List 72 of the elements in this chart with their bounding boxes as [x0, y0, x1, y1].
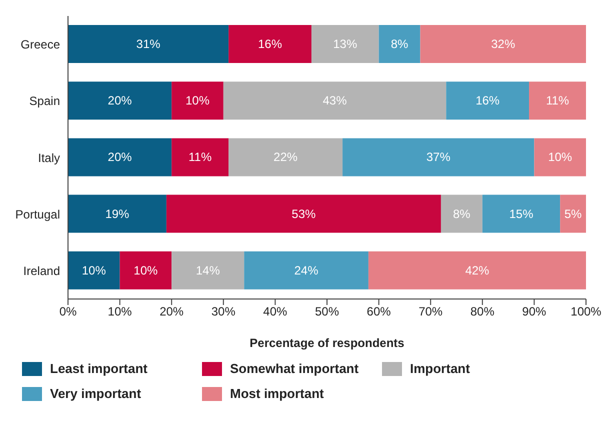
data-label: 16% — [258, 37, 282, 51]
bar — [228, 25, 312, 63]
bar — [482, 194, 560, 233]
x-tick-label: 100% — [570, 304, 602, 319]
bar — [446, 82, 530, 120]
data-label: 43% — [322, 94, 348, 108]
data-label: 19% — [105, 206, 130, 221]
x-tick-label: 50% — [314, 304, 340, 319]
legend-label: Most important — [230, 386, 324, 401]
data-label: 37% — [426, 150, 451, 164]
legend-label: Very important — [50, 386, 142, 401]
bar — [68, 251, 120, 290]
data-label: 8% — [390, 37, 409, 51]
bar — [166, 194, 441, 233]
bar — [420, 25, 586, 63]
x-tick-label: 70% — [418, 304, 443, 319]
data-label: 14% — [196, 263, 220, 278]
bar — [172, 138, 229, 176]
bar — [534, 138, 586, 176]
x-tick-label: 40% — [263, 304, 288, 319]
bar — [120, 251, 172, 290]
bar — [228, 138, 343, 176]
bar — [529, 82, 586, 120]
x-tick-label: 20% — [160, 304, 184, 319]
bar — [68, 138, 172, 176]
data-label: 42% — [465, 263, 490, 278]
bar — [378, 25, 420, 63]
data-label: 8% — [453, 206, 471, 221]
data-label: 10% — [548, 150, 572, 164]
x-tick-label: 80% — [470, 304, 495, 319]
bar — [172, 251, 244, 290]
data-label: 5% — [564, 206, 582, 221]
data-label: 10% — [82, 263, 106, 278]
data-label: 10% — [185, 94, 210, 108]
bar — [244, 251, 368, 290]
data-label: 32% — [491, 37, 516, 51]
data-label: 11% — [546, 94, 570, 108]
bar — [223, 82, 446, 120]
y-tick-label: Ireland — [23, 264, 60, 278]
data-label: 11% — [188, 150, 212, 164]
bar — [172, 82, 224, 120]
y-tick-label: Italy — [38, 150, 60, 165]
y-tick-label: Portugal — [15, 207, 60, 222]
legend-label: Somewhat important — [230, 361, 359, 376]
x-axis-title: Percentage of respondents — [250, 336, 405, 350]
x-tick-label: 10% — [108, 304, 132, 319]
bar — [68, 25, 229, 63]
data-label: 24% — [294, 263, 319, 278]
data-label: 16% — [476, 94, 500, 108]
data-label: 20% — [108, 150, 132, 164]
x-tick-label: 60% — [366, 304, 392, 319]
data-label: 20% — [108, 94, 132, 108]
data-label: 15% — [509, 206, 534, 221]
y-tick-label: Greece — [20, 38, 60, 52]
data-label: 53% — [292, 206, 316, 221]
bar — [311, 25, 379, 63]
bar — [342, 138, 534, 176]
bar — [440, 194, 482, 233]
data-label: 13% — [333, 37, 358, 51]
x-tick-label: 0% — [59, 304, 77, 319]
bar — [560, 194, 586, 233]
bar — [68, 82, 172, 120]
legend-label: Important — [410, 361, 470, 376]
bar — [68, 194, 166, 233]
data-label: 31% — [136, 37, 161, 51]
data-label: 22% — [274, 150, 298, 164]
bar — [368, 251, 586, 290]
legend-label: Least important — [50, 361, 148, 376]
x-tick-label: 90% — [522, 304, 547, 319]
y-tick-label: Spain — [29, 94, 60, 108]
data-label: 10% — [134, 263, 158, 278]
x-tick-label: 30% — [211, 304, 236, 319]
